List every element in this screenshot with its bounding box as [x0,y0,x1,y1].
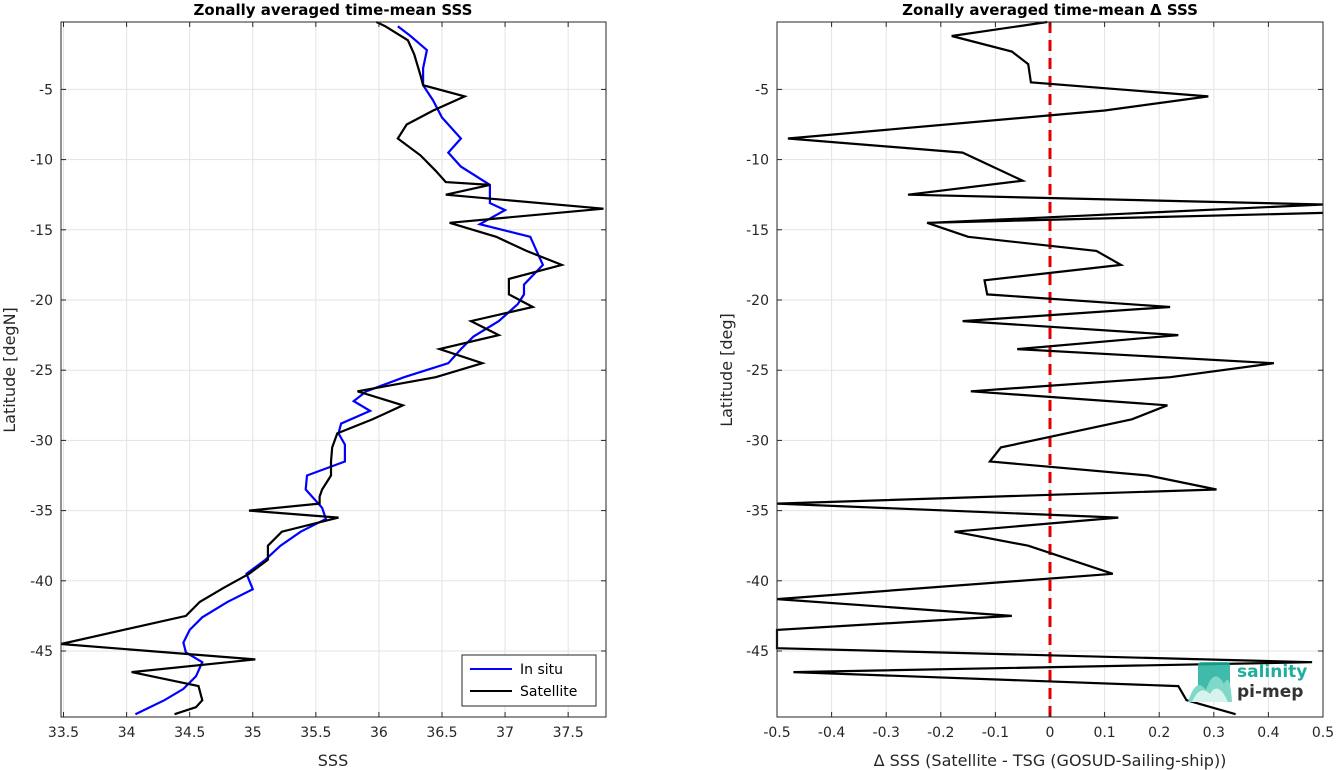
x-tick-label: 0.3 [1203,725,1225,741]
left-tick-group: 33.5 34 34.5 35 35.5 36 36.5 37 37.5 -5 -10 -15 -20 -… [30,22,606,741]
left-series-group [60,21,604,716]
x-tick-label: 0.2 [1148,725,1170,741]
y-tick-label: -15 [30,223,53,239]
left-chart-title: Zonally averaged time-mean SSS [194,1,473,19]
x-tick-label: -0.2 [927,725,954,741]
left-y-axis-label: Latitude [degN] [0,307,19,433]
right-tick-group: -0.5 -0.4 -0.3 -0.2 -0.1 0 0.1 0.2 0.3 0.4 0.5 -5 -1… [746,22,1334,741]
x-tick-label: 34 [118,725,136,741]
y-tick-label: -20 [30,293,53,309]
x-tick-label: 36 [370,725,388,741]
x-tick-label: 37.5 [553,725,584,741]
y-tick-label: -20 [746,293,769,309]
x-tick-label: -0.3 [873,725,900,741]
logo-line2: pi-mep [1237,682,1303,702]
x-tick-label: 0.4 [1257,725,1279,741]
y-tick-label: -35 [30,504,53,520]
y-tick-label: -15 [746,223,769,239]
x-tick-label: 0 [1046,725,1055,741]
x-tick-label: -0.5 [763,725,790,741]
x-tick-label: 0.5 [1312,725,1334,741]
y-tick-label: -5 [39,82,53,98]
left-chart-panel: 33.5 34 34.5 35 35.5 36 36.5 37 37.5 -5 -10 -15 -20 -… [0,1,607,770]
x-tick-label: -0.1 [982,725,1009,741]
y-tick-label: -45 [30,644,53,660]
logo-line1: salinity [1237,662,1307,682]
y-tick-label: -30 [746,433,769,449]
x-tick-label: 0.1 [1093,725,1115,741]
x-tick-label: 35.5 [300,725,331,741]
series-line-in-situ [134,25,545,716]
x-tick-label: 34.5 [174,725,205,741]
legend-satellite-label: Satellite [520,684,577,700]
legend-box [461,654,597,707]
left-gridlines [61,22,606,717]
left-plot-area [61,22,606,717]
legend-in-situ-label: In situ [520,662,563,678]
right-x-axis-label: Δ SSS (Satellite - TSG (GOSUD-Sailing-sh… [874,751,1227,770]
right-chart-title: Zonally averaged time-mean Δ SSS [902,1,1198,19]
x-tick-label: -0.4 [818,725,845,741]
y-tick-label: -35 [746,504,769,520]
left-x-axis-label: SSS [318,751,348,770]
y-tick-label: -25 [30,363,53,379]
series-line-satellite [60,21,604,716]
y-tick-label: -5 [755,82,769,98]
y-tick-label: -10 [746,153,769,169]
right-series-group [775,20,1324,716]
logo-wave-icon [1188,662,1232,702]
salinity-pi-mep-logo: salinity pi-mep [1188,662,1307,702]
x-tick-label: 35 [244,725,262,741]
x-tick-label: 33.5 [48,725,79,741]
y-tick-label: -40 [746,574,769,590]
y-tick-label: -40 [30,574,53,590]
y-tick-label: -10 [30,153,53,169]
x-tick-label: 36.5 [426,725,457,741]
right-gridlines [776,22,1324,717]
right-chart-panel: -0.5 -0.4 -0.3 -0.2 -0.1 0 0.1 0.2 0.3 0.4 0.5 -5 -1… [717,1,1334,770]
series-line-delta-sss [775,20,1324,716]
y-tick-label: -30 [30,433,53,449]
y-tick-label: -25 [746,363,769,379]
legend: In situ Satellite [461,654,597,707]
left-axes-box [60,21,607,718]
x-tick-label: 37 [496,725,514,741]
y-tick-label: -45 [746,644,769,660]
right-y-axis-label: Latitude [deg] [717,313,736,427]
